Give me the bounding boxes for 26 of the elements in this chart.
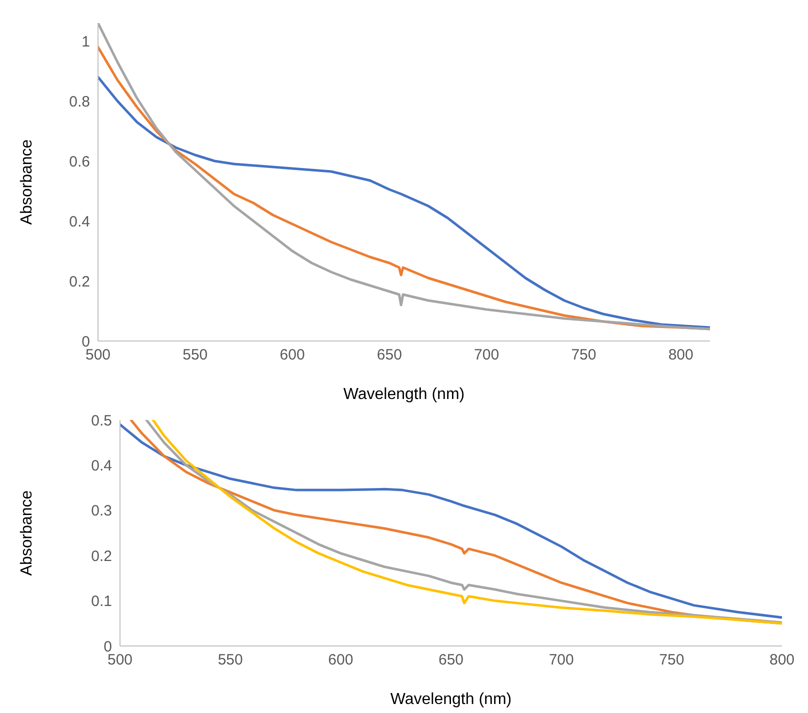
y-tick-label: 0.6 (69, 153, 90, 170)
x-tick-label: 600 (328, 652, 354, 669)
x-axis-title: Wavelength (nm) (390, 691, 512, 708)
y-axis-title: Absorbance (18, 490, 36, 576)
y-tick-label: 0.2 (91, 548, 112, 565)
y-tick-label: 0.1 (91, 593, 112, 610)
x-tick-label: 700 (474, 346, 500, 364)
x-tick-label: 550 (218, 652, 243, 669)
x-axis-title: Wavelength (nm) (343, 386, 465, 403)
y-tick-label: 0.5 (91, 412, 112, 430)
y-tick-label: 0.2 (69, 273, 90, 290)
y-tick-label: 0.4 (91, 458, 112, 475)
y-axis-title: Absorbance (18, 139, 36, 225)
x-tick-label: 650 (438, 652, 464, 669)
x-tick-label: 550 (182, 346, 208, 364)
x-tick-label: 800 (769, 652, 795, 669)
x-tick-label: 800 (668, 346, 694, 364)
x-tick-label: 750 (659, 652, 684, 669)
y-tick-label: 0.4 (69, 213, 90, 230)
x-tick-label: 600 (280, 346, 305, 364)
x-tick-label: 750 (571, 346, 596, 364)
y-tick-label: 0.8 (69, 93, 90, 110)
x-tick-label: 650 (376, 346, 402, 364)
y-tick-label: 0.3 (91, 502, 112, 520)
x-tick-label: 700 (548, 652, 574, 669)
y-tick-label: 1 (82, 33, 90, 50)
